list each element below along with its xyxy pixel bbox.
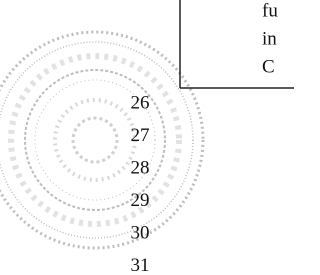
line-number: 29 xyxy=(131,190,150,211)
page: {"line_numbers": ["26", "27", "28", "29"… xyxy=(0,0,294,275)
text-fragment: fu xyxy=(262,0,278,21)
text-fragment: in xyxy=(262,28,277,49)
document: 26 27 28 29 30 31 fu in C xyxy=(0,0,294,275)
line-number: 26 xyxy=(131,92,150,113)
line-numbers: 26 27 28 29 30 31 xyxy=(131,92,150,275)
line-number: 30 xyxy=(131,222,150,243)
seal-watermark xyxy=(0,32,203,248)
text-fragment: C xyxy=(262,56,275,77)
line-number: 28 xyxy=(131,157,150,178)
text-fragments: fu in C xyxy=(262,0,278,77)
line-number: 31 xyxy=(131,255,150,275)
line-number: 27 xyxy=(131,125,150,146)
